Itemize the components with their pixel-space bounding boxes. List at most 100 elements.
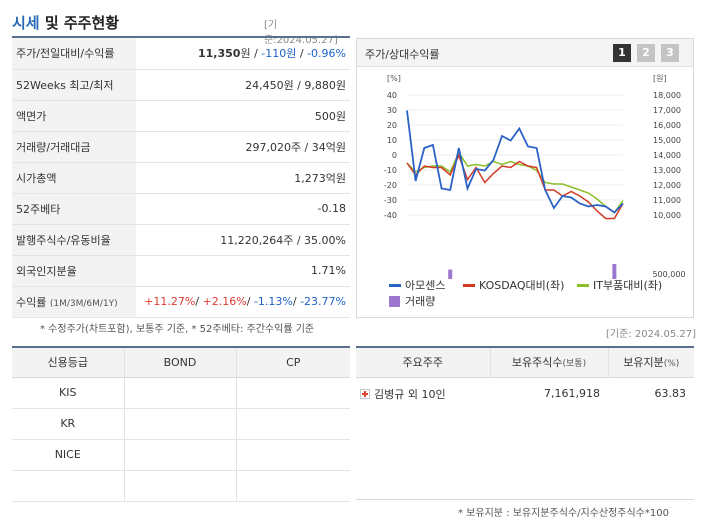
right-axis-unit: [원] <box>653 74 667 83</box>
cp-rating <box>236 470 350 502</box>
info-value: 500원 <box>136 100 350 132</box>
info-row-foreign: 외국인지분율 1.71% <box>12 255 350 287</box>
info-value: +11.27%/ +2.16%/ -1.13%/ -23.77% <box>136 286 350 318</box>
y-left-tick-label: 20 <box>387 121 397 130</box>
info-value: 11,220,264주 / 35.00% <box>136 224 350 256</box>
y-left-tick-label: -30 <box>384 196 397 205</box>
info-label: 거래량/거래대금 <box>12 131 136 163</box>
legend-swatch <box>389 295 400 307</box>
info-label: 액면가 <box>12 100 136 132</box>
credit-agency: KR <box>12 408 125 440</box>
bond-rating <box>124 439 237 471</box>
y-right-tick-label: 15,000 <box>653 136 681 145</box>
info-label: 발행주식수/유동비율 <box>12 224 136 256</box>
holder-name: 김병규 외 10인 <box>374 388 446 401</box>
legend-swatch <box>577 283 589 287</box>
holders-footnote: * 보유지분 : 보유지분주식수/지수산정주식수*100 <box>458 508 669 519</box>
table-row: KIS <box>12 377 350 409</box>
volume-bar <box>612 263 617 279</box>
section-title-bar: 시세 및 주주현황 [기준:2024.05.27] <box>12 8 350 46</box>
series-line-it-parts <box>406 150 624 214</box>
period-button-1[interactable]: 1 <box>613 44 631 62</box>
info-row-52weeks: 52Weeks 최고/최저 24,450원 / 9,880원 <box>12 69 350 101</box>
info-row-shares: 발행주식수/유동비율 11,220,264주 / 35.00% <box>12 224 350 256</box>
legend-swatch <box>389 283 401 287</box>
table-row: NICE <box>12 439 350 471</box>
info-row-market-cap: 시가총액 1,273억원 <box>12 162 350 194</box>
info-footnote: * 수정주가(차트포함), 보통주 기준, * 52주베타: 주간수익률 기준 <box>40 324 315 335</box>
left-axis-unit: [%] <box>387 74 401 83</box>
volume-tick-label: 500,000 <box>652 270 685 279</box>
info-label: 시가총액 <box>12 162 136 194</box>
return-3m: +2.16% <box>202 295 247 308</box>
info-value: 297,020주 / 34억원 <box>136 131 350 163</box>
credit-agency: KIS <box>12 377 125 409</box>
major-shareholders-table: 주요주주 보유주식수(보통) 보유지분(%) <box>356 346 694 378</box>
series-line-amosense <box>406 110 624 214</box>
column-header: 보유주식수(보통) <box>490 346 609 378</box>
holder-row[interactable]: 김병규 외 10인 <box>360 386 446 402</box>
info-row-price: 주가/전일대비/수익률 11,350원 / -110원 / -0.96% <box>12 38 350 70</box>
info-row-returns: 수익률 (1M/3M/6M/1Y) +11.27%/ +2.16%/ -1.13… <box>12 286 350 318</box>
y-left-tick-label: 0 <box>392 151 397 160</box>
bond-rating <box>124 408 237 440</box>
bond-rating <box>124 377 237 409</box>
expand-plus-icon[interactable] <box>360 389 370 399</box>
y-right-tick-label: 17,000 <box>653 106 681 115</box>
y-right-tick-label: 11,000 <box>653 196 681 205</box>
info-value: 11,350원 / -110원 / -0.96% <box>136 38 350 70</box>
volume-bar <box>448 269 453 279</box>
y-right-tick-label: 13,000 <box>653 166 681 175</box>
info-label: 주가/전일대비/수익률 <box>12 38 136 70</box>
y-left-tick-label: 40 <box>387 91 397 100</box>
section-title: 시세 및 주주현황 <box>12 14 120 32</box>
info-value: 24,450원 / 9,880원 <box>136 69 350 101</box>
legend-item-it-parts: IT부품대비(좌) <box>577 277 662 293</box>
info-row-par-value: 액면가 500원 <box>12 100 350 132</box>
return-1m: +11.27% <box>144 295 196 308</box>
column-header: BOND <box>124 346 237 378</box>
current-price: 11,350 <box>198 47 241 61</box>
info-label: 52Weeks 최고/최저 <box>12 69 136 101</box>
cp-rating <box>236 377 350 409</box>
info-row-volume: 거래량/거래대금 297,020주 / 34억원 <box>12 131 350 163</box>
cp-rating <box>236 408 350 440</box>
y-left-tick-label: 30 <box>387 106 397 115</box>
legend-item-kosdaq: KOSDAQ대비(좌) <box>463 277 564 293</box>
legend-item-amosense: 아모센스 <box>389 277 445 293</box>
price-chart: [%] [원] 40 30 20 10 0 -10 -20 -30 -40 18,000 17,000 1… <box>384 74 686 279</box>
holder-pct: 63.83 <box>654 387 687 400</box>
info-label: 외국인지분율 <box>12 255 136 287</box>
credit-rating-table: 신용등급 BOND CP KIS KR NICE <box>12 346 350 502</box>
table-row: KR <box>12 408 350 440</box>
return-1y: -23.77% <box>300 295 346 308</box>
table-header-row: 주요주주 보유주식수(보통) 보유지분(%) <box>356 346 694 378</box>
info-label: 52주베타 <box>12 193 136 225</box>
price-change: -110원 <box>261 47 297 61</box>
market-info-table: 주가/전일대비/수익률 11,350원 / -110원 / -0.96% 52W… <box>12 38 350 318</box>
column-header: 신용등급 <box>12 346 125 378</box>
info-value: 1.71% <box>136 255 350 287</box>
period-button-3[interactable]: 3 <box>661 44 679 62</box>
column-header: 주요주주 <box>356 346 491 378</box>
column-header: 보유지분(%) <box>608 346 694 378</box>
price-change-rate: -0.96% <box>307 47 346 61</box>
info-value: -0.18 <box>136 193 350 225</box>
y-left-tick-label: -10 <box>384 166 397 175</box>
info-value: 1,273억원 <box>136 162 350 194</box>
column-header: CP <box>236 346 350 378</box>
cp-rating <box>236 439 350 471</box>
y-left-tick-label: -20 <box>384 181 397 190</box>
y-left-tick-label: -40 <box>384 211 397 220</box>
table-header-row: 신용등급 BOND CP <box>12 346 350 378</box>
title-divider <box>12 36 350 38</box>
chart-header: 주가/상대수익률 1 2 3 <box>357 39 693 67</box>
legend-swatch <box>463 283 475 287</box>
as-of-date-2: [기준: 2024.05.27] <box>606 329 697 340</box>
bond-rating <box>124 470 237 502</box>
table-row <box>12 470 350 502</box>
stock-chart-panel: 주가/상대수익률 1 2 3 [%] [원] 40 30 20 10 0 -10 -20 -30 -… <box>356 38 694 318</box>
period-button-2[interactable]: 2 <box>637 44 655 62</box>
y-right-tick-label: 10,000 <box>653 211 681 220</box>
y-right-tick-label: 16,000 <box>653 121 681 130</box>
